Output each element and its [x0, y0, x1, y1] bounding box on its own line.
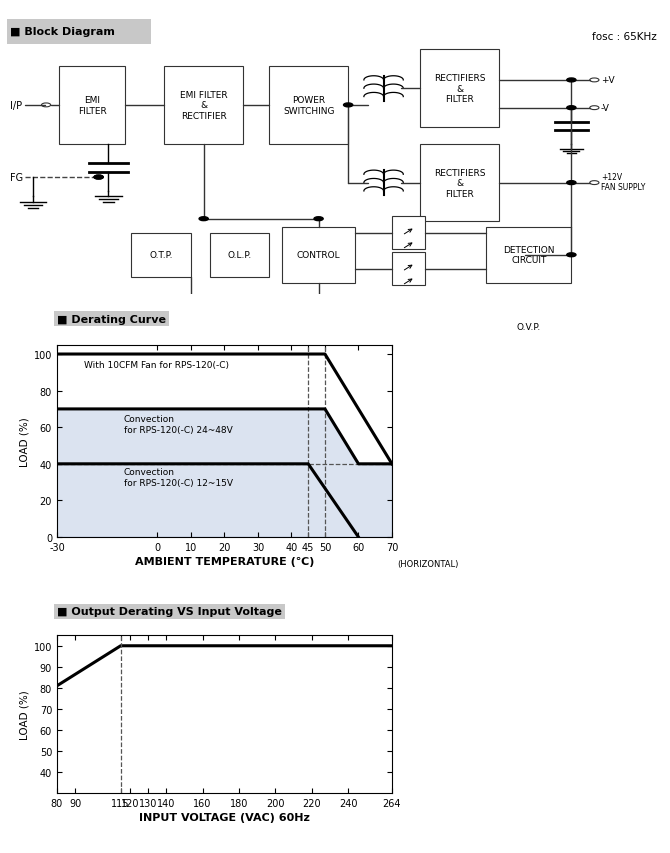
Text: ■ Derating Curve: ■ Derating Curve: [57, 314, 166, 324]
Text: EMI FILTER
&
RECTIFIER: EMI FILTER & RECTIFIER: [180, 91, 228, 120]
Bar: [392, 217, 425, 250]
Y-axis label: LOAD (%): LOAD (%): [19, 689, 29, 740]
Bar: [283, 228, 354, 283]
X-axis label: AMBIENT TEMPERATURE (℃): AMBIENT TEMPERATURE (℃): [135, 556, 314, 566]
Text: ■ Block Diagram: ■ Block Diagram: [10, 27, 115, 38]
Bar: [131, 233, 190, 277]
Circle shape: [344, 104, 352, 107]
Polygon shape: [57, 409, 392, 537]
Circle shape: [186, 320, 195, 324]
Bar: [164, 67, 243, 144]
Text: CONTROL: CONTROL: [297, 251, 340, 260]
Text: RECTIFIERS
&
FILTER: RECTIFIERS & FILTER: [434, 169, 486, 198]
Text: O.L.P.: O.L.P.: [228, 251, 252, 260]
Bar: [420, 50, 499, 128]
Text: I/P: I/P: [10, 101, 22, 111]
Bar: [420, 144, 499, 222]
Text: Convection
for RPS-120(-C) 24~48V: Convection for RPS-120(-C) 24~48V: [124, 415, 232, 434]
Text: (HORIZONTAL): (HORIZONTAL): [397, 560, 458, 568]
Circle shape: [567, 182, 576, 185]
Bar: [269, 67, 348, 144]
Y-axis label: LOAD (%): LOAD (%): [19, 416, 29, 467]
Text: O.T.P.: O.T.P.: [149, 251, 173, 260]
Bar: [7, 20, 151, 44]
Text: O.V.P.: O.V.P.: [517, 323, 541, 332]
Bar: [210, 233, 269, 277]
Circle shape: [567, 107, 576, 111]
Text: fosc : 65KHz: fosc : 65KHz: [592, 32, 657, 42]
Text: FG: FG: [10, 173, 23, 183]
Circle shape: [567, 78, 576, 83]
Text: RECTIFIERS
&
FILTER: RECTIFIERS & FILTER: [434, 74, 486, 104]
Text: Convection
for RPS-120(-C) 12~15V: Convection for RPS-120(-C) 12~15V: [124, 468, 233, 487]
Text: DETECTION
CIRCUIT: DETECTION CIRCUIT: [503, 246, 555, 265]
X-axis label: INPUT VOLTAGE (VAC) 60Hz: INPUT VOLTAGE (VAC) 60Hz: [139, 812, 310, 822]
Text: -V: -V: [601, 104, 610, 113]
Text: +V: +V: [601, 76, 614, 85]
Bar: [392, 252, 425, 286]
Bar: [59, 67, 125, 144]
Circle shape: [314, 218, 323, 222]
Circle shape: [199, 218, 208, 222]
Bar: [486, 228, 572, 283]
Circle shape: [94, 176, 103, 180]
Circle shape: [567, 253, 576, 258]
Circle shape: [94, 176, 103, 180]
Bar: [486, 305, 572, 350]
Text: With 10CFM Fan for RPS-120(-C): With 10CFM Fan for RPS-120(-C): [84, 360, 228, 369]
Text: +12V
FAN SUPPLY: +12V FAN SUPPLY: [601, 172, 645, 192]
Text: ■ Output Derating VS Input Voltage: ■ Output Derating VS Input Voltage: [57, 606, 282, 617]
Text: POWER
SWITCHING: POWER SWITCHING: [283, 96, 334, 115]
Text: EMI
FILTER: EMI FILTER: [78, 96, 107, 115]
